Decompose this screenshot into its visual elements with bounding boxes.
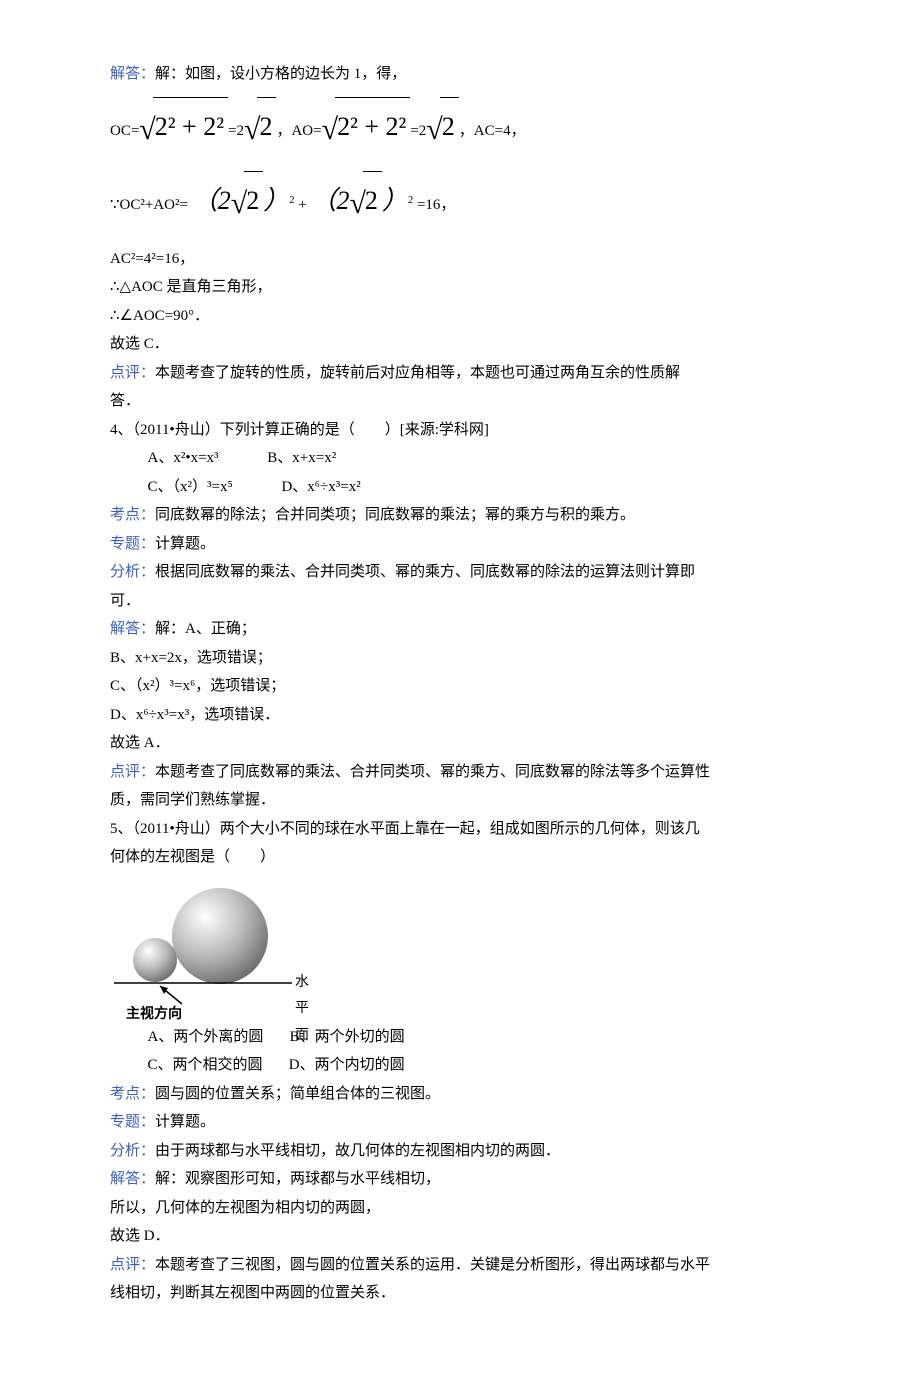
q3-eq2: ∵OC²+AO²= （2√2）2 + （2√2）2 =16， — [110, 171, 810, 237]
q4-comment-text-1: 本题考查了同底数幂的乘法、合并同类项、幂的乘方、同底数幂的除法等多个运算性 — [155, 764, 710, 780]
q5-optC: C、两个相交的圆 — [148, 1051, 263, 1080]
q5-analysis-text: 由于两球都与水平线相切，故几何体的左视图相内切的两圆． — [155, 1143, 560, 1159]
q3-eq2-exp2: 2 — [408, 195, 413, 206]
q3-eq2-exp1: 2 — [289, 195, 294, 206]
q4-exam: 考点：同底数幂的除法；合并同类项；同底数幂的乘法；幂的乘方与积的乘方。 — [110, 501, 810, 530]
topic-label: 专题： — [110, 1114, 155, 1130]
q4-opts-row2: C、（x²）³=x⁵ D、x⁶÷x³=x² — [110, 473, 810, 502]
q5-topic-text: 计算题。 — [155, 1114, 215, 1130]
q4-solve-a: 解答：解：A、正确； — [110, 615, 810, 644]
q4-opts-row1: A、x²•x=x³ B、x+x=x² — [110, 444, 810, 473]
q4-solve-b: B、x+x=2x，选项错误； — [110, 644, 810, 673]
q5-solve-line1: 解：观察图形可知，两球都与水平线相切， — [155, 1171, 440, 1187]
q5-exam: 考点：圆与圆的位置关系；简单组合体的三视图。 — [110, 1080, 810, 1109]
view-arrow-head — [160, 986, 168, 994]
q3-solve-intro: 解答：解：如图，设小方格的边长为 1，得， — [110, 60, 810, 89]
q4-comment-2: 质，需同学们熟练掌握． — [110, 786, 810, 815]
big-sphere — [172, 888, 268, 984]
q3-comment-text-1: 本题考查了旋转的性质，旋转前后对应角相等，本题也可通过两角互余的性质解 — [155, 365, 680, 381]
q5-comment-text-1: 本题考查了三视图，圆与圆的位置关系的运用．关键是分析图形，得出两球都与水平 — [155, 1257, 710, 1273]
q5-comment-1: 点评：本题考查了三视图，圆与圆的位置关系的运用．关键是分析图形，得出两球都与水平 — [110, 1251, 810, 1280]
q5-topic: 专题：计算题。 — [110, 1108, 810, 1137]
q3-comment-1: 点评：本题考查了旋转的性质，旋转前后对应角相等，本题也可通过两角互余的性质解 — [110, 359, 810, 388]
q3-eq1-mid: =2 — [228, 123, 244, 139]
q4-exam-text: 同底数幂的除法；合并同类项；同底数幂的乘法；幂的乘方与积的乘方。 — [155, 507, 635, 523]
comment-label: 点评： — [110, 764, 155, 780]
sqrt-expr-2: √2² + 2² — [322, 112, 411, 141]
q3-tri: ∴△AOC 是直角三角形， — [110, 273, 810, 302]
q3-eq2-plus: + — [298, 197, 306, 213]
q4-stem: 4、（2011•舟山）下列计算正确的是（ ）[来源:学科网] — [110, 416, 810, 445]
q3-eq1-tail: ，AC=4， — [459, 123, 526, 139]
q3-eq1-sep: ，AO= — [276, 123, 321, 139]
q3-solve-intro-text: 解：如图，设小方格的边长为 1，得， — [155, 66, 406, 82]
solve-label: 解答： — [110, 66, 155, 82]
q4-optC: C、（x²）³=x⁵ — [148, 473, 233, 502]
q3-eq1-mid2: =2 — [410, 123, 426, 139]
q4-solve-d: D、x⁶÷x³=x³，选项错误． — [110, 701, 810, 730]
q3-ans: 故选 C． — [110, 330, 810, 359]
q5-comment-2: 线相切，判断其左视图中两圆的位置关系． — [110, 1279, 810, 1308]
q4-topic-text: 计算题。 — [155, 536, 215, 552]
comment-label: 点评： — [110, 1257, 155, 1273]
exam-label: 考点： — [110, 507, 155, 523]
q3-eq1-prefix: OC= — [110, 123, 139, 139]
q4-solve-ans: 故选 A． — [110, 729, 810, 758]
q4-optA: A、x²•x=x³ — [148, 444, 219, 473]
q4-comment-1: 点评：本题考查了同底数幂的乘法、合并同类项、幂的乘方、同底数幂的除法等多个运算性 — [110, 758, 810, 787]
analysis-label: 分析： — [110, 564, 155, 580]
q3-eq1: OC=√2² + 2²=2√2，AO=√2² + 2²=2√2，AC=4， — [110, 97, 810, 163]
q5-stem-1: 5、（2011•舟山）两个大小不同的球在水平面上靠在一起，组成如图所示的几何体，… — [110, 815, 810, 844]
solve-label: 解答： — [110, 1171, 155, 1187]
q3-eq2-prefix: ∵OC²+AO²= — [110, 197, 188, 213]
q4-solve-c: C、（x²）³=x⁶，选项错误； — [110, 672, 810, 701]
q4-analysis-1: 分析：根据同底数幂的乘法、合并同类项、幂的乘方、同底数幂的除法的运算法则计算即 — [110, 558, 810, 587]
q5-opts-row2: C、两个相交的圆 D、两个内切的圆 — [110, 1051, 810, 1080]
q3-eq2-term1: （2√2） — [192, 186, 290, 215]
q5-solve-2: 所以，几何体的左视图为相内切的两圆， — [110, 1194, 810, 1223]
q4-solve-a-text: 解：A、正确； — [155, 621, 256, 637]
q3-ang: ∴∠AOC=90°． — [110, 302, 810, 331]
topic-label: 专题： — [110, 536, 155, 552]
sqrt-2-b: √2 — [426, 112, 458, 141]
q5-analysis: 分析：由于两球都与水平线相切，故几何体的左视图相内切的两圆． — [110, 1137, 810, 1166]
q5-solve-ans: 故选 D． — [110, 1222, 810, 1251]
solve-label: 解答： — [110, 621, 155, 637]
exam-label: 考点： — [110, 1086, 155, 1102]
q5-stem-2: 何体的左视图是（ ） — [110, 843, 810, 872]
q5-exam-text: 圆与圆的位置关系；简单组合体的三视图。 — [155, 1086, 440, 1102]
figure-label-side: 水平面 — [295, 970, 320, 1050]
q5-opts-row1: A、两个外离的圆 B、两个外切的圆 — [110, 1023, 810, 1052]
q4-optD: D、x⁶÷x³=x² — [281, 473, 360, 502]
q3-eq2-term2: （2√2） — [310, 186, 408, 215]
sqrt-expr-1: √2² + 2² — [139, 112, 228, 141]
q3-eq2-tail: =16， — [417, 197, 455, 213]
q5-figure: 水平面 主视方向 — [110, 878, 320, 1023]
analysis-label: 分析： — [110, 1143, 155, 1159]
figure-label-bottom: 主视方向 — [126, 1002, 182, 1029]
q4-topic: 专题：计算题。 — [110, 530, 810, 559]
q5-optD: D、两个内切的圆 — [289, 1051, 405, 1080]
small-sphere — [133, 938, 177, 982]
q4-analysis-text-1: 根据同底数幂的乘法、合并同类项、幂的乘方、同底数幂的除法的运算法则计算即 — [155, 564, 695, 580]
q3-comment-2: 答． — [110, 387, 810, 416]
comment-label: 点评： — [110, 365, 155, 381]
q3-ac2: AC²=4²=16， — [110, 245, 810, 274]
q5-solve-1: 解答：解：观察图形可知，两球都与水平线相切， — [110, 1165, 810, 1194]
q4-analysis-2: 可． — [110, 587, 810, 616]
q4-optB: B、x+x=x² — [267, 444, 336, 473]
sqrt-2-a: √2 — [244, 112, 276, 141]
